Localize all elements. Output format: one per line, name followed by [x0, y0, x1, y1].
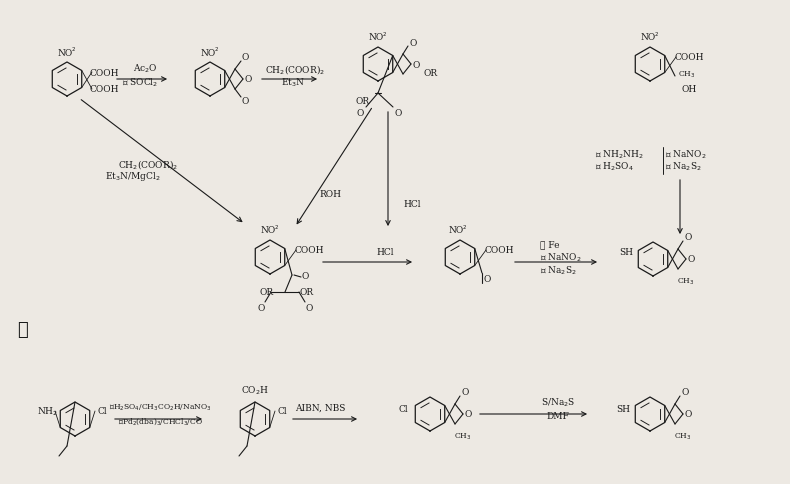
Text: O: O — [241, 97, 249, 106]
Text: CH$_3$: CH$_3$ — [677, 276, 694, 287]
Text: CH$_2$(COOR)$_2$: CH$_2$(COOR)$_2$ — [265, 62, 325, 76]
Text: O: O — [684, 409, 692, 419]
Text: Cl: Cl — [398, 405, 408, 414]
Text: NO: NO — [449, 226, 464, 235]
Text: NO: NO — [261, 226, 276, 235]
Text: $_2$: $_2$ — [214, 45, 219, 54]
Text: DMF: DMF — [547, 412, 570, 421]
Text: ④ Na$_2$S$_2$: ④ Na$_2$S$_2$ — [665, 160, 702, 173]
Text: CH$_3$: CH$_3$ — [678, 70, 696, 80]
Text: HCl: HCl — [403, 200, 420, 209]
Text: O: O — [305, 304, 313, 313]
Text: ③ Na$_2$S$_2$: ③ Na$_2$S$_2$ — [540, 264, 577, 277]
Text: Ac$_2$O: Ac$_2$O — [133, 62, 157, 75]
Text: O: O — [258, 304, 265, 313]
Text: S/Na$_2$S: S/Na$_2$S — [541, 396, 575, 408]
Text: Cl: Cl — [277, 407, 287, 416]
Text: O: O — [412, 60, 419, 69]
Text: O: O — [301, 272, 309, 281]
Text: COOH: COOH — [89, 68, 118, 77]
Text: CH$_3$: CH$_3$ — [674, 431, 692, 441]
Text: ① Fe: ① Fe — [540, 240, 559, 249]
Text: OR: OR — [300, 288, 314, 297]
Text: OH: OH — [681, 84, 697, 93]
Text: CH$_2$(COOR)$_2$: CH$_2$(COOR)$_2$ — [118, 158, 178, 171]
Text: $_2$: $_2$ — [654, 30, 659, 39]
Text: ① NH$_2$NH$_2$: ① NH$_2$NH$_2$ — [595, 149, 644, 161]
Text: COOH: COOH — [484, 246, 514, 255]
Text: O: O — [394, 109, 401, 118]
Text: O: O — [461, 388, 468, 397]
Text: O: O — [465, 409, 472, 419]
Text: OR: OR — [423, 68, 437, 77]
Text: HCl: HCl — [376, 248, 393, 257]
Text: O: O — [356, 109, 363, 118]
Text: Et$_3$N: Et$_3$N — [281, 76, 305, 89]
Text: NO: NO — [641, 33, 656, 43]
Text: OR: OR — [356, 97, 370, 106]
Text: ③ NaNO$_2$: ③ NaNO$_2$ — [665, 149, 706, 161]
Text: O: O — [241, 53, 249, 62]
Text: CH$_3$: CH$_3$ — [454, 431, 472, 441]
Text: O: O — [244, 76, 252, 84]
Text: SH: SH — [619, 248, 633, 257]
Text: AIBN, NBS: AIBN, NBS — [295, 403, 345, 412]
Text: O: O — [687, 255, 694, 264]
Text: ROH: ROH — [319, 190, 341, 199]
Text: CO$_2$H: CO$_2$H — [241, 384, 269, 396]
Text: Cl: Cl — [97, 407, 107, 416]
Text: Et$_3$N/MgCl$_2$: Et$_3$N/MgCl$_2$ — [105, 170, 160, 183]
Text: COOH: COOH — [89, 85, 118, 94]
Text: O: O — [409, 38, 416, 47]
Text: O: O — [684, 233, 692, 242]
Text: NO: NO — [201, 48, 216, 58]
Text: COOH: COOH — [294, 246, 324, 255]
Text: ②Pd$_2$(dba)$_3$/CHCl$_3$/CO: ②Pd$_2$(dba)$_3$/CHCl$_3$/CO — [118, 416, 202, 426]
Text: OR: OR — [260, 288, 274, 297]
Text: SH: SH — [616, 405, 630, 414]
Text: O: O — [483, 275, 491, 284]
Text: $_2$: $_2$ — [462, 223, 467, 232]
Text: ② H$_2$SO$_4$: ② H$_2$SO$_4$ — [595, 160, 634, 173]
Text: $_2$: $_2$ — [274, 223, 279, 232]
Text: NH$_2$: NH$_2$ — [37, 405, 58, 417]
Text: 或: 或 — [17, 320, 28, 338]
Text: COOH: COOH — [674, 53, 704, 62]
Text: ② NaNO$_2$: ② NaNO$_2$ — [540, 251, 581, 264]
Text: NO: NO — [368, 33, 384, 43]
Text: NO: NO — [58, 48, 73, 58]
Text: $_2$: $_2$ — [382, 30, 387, 39]
Text: $_2$: $_2$ — [71, 45, 76, 54]
Text: O: O — [681, 388, 689, 397]
Text: ①H$_2$SO$_4$/CH$_3$CO$_2$H/NaNO$_3$: ①H$_2$SO$_4$/CH$_3$CO$_2$H/NaNO$_3$ — [109, 402, 212, 412]
Text: 或 SOCl$_2$: 或 SOCl$_2$ — [122, 76, 158, 89]
